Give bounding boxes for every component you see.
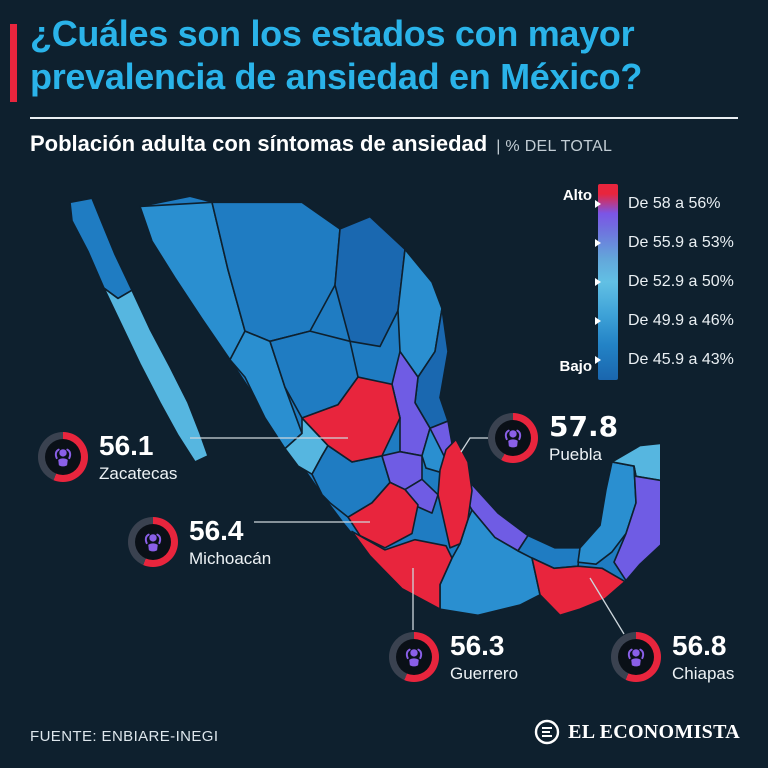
callout-chiapas: 56.8 Chiapas: [611, 632, 734, 684]
legend-ticks: [595, 184, 601, 380]
donut-hole: [396, 639, 432, 675]
map-state-baja-california: [69, 197, 133, 300]
page-title: ¿Cuáles son los estados con mayor preval…: [30, 12, 750, 98]
callout-guerrero: 56.3 Guerrero: [389, 632, 518, 684]
map-state-coahuila: [334, 215, 406, 348]
legend-tick-icon: [595, 356, 601, 365]
map-state-quintana-roo: [613, 465, 660, 582]
callout-state: Zacatecas: [99, 464, 178, 483]
legend-range: De 49.9 a 46%: [628, 312, 734, 330]
source-credit: FUENTE: ENBIARE-INEGI: [30, 728, 219, 745]
map-state-baja-california-sur: [103, 287, 209, 463]
callout-zacatecas: 56.1 Zacatecas: [38, 432, 177, 484]
el-economista-logo-icon: [534, 719, 560, 745]
callout-value: 56.4: [189, 515, 244, 546]
legend-low-label: Bajo: [559, 358, 592, 375]
title-accent-bar: [10, 24, 17, 102]
callout-state: Chiapas: [672, 664, 735, 683]
legend-high-label: Alto: [562, 187, 592, 204]
callout-value: 57.8: [549, 410, 619, 443]
legend-tick-icon: [595, 317, 601, 326]
donut-hole: [495, 420, 531, 456]
legend-tick-icon: [595, 238, 601, 247]
header-divider: [30, 117, 738, 119]
subtitle-text: Población adulta con síntomas de ansieda…: [30, 131, 488, 156]
anxious-person-icon: [54, 448, 72, 467]
map-state-zacatecas: [301, 376, 401, 463]
brand-name: EL ECONOMISTA: [568, 720, 740, 743]
legend-range: De 45.9 a 43%: [628, 351, 734, 369]
title-line1: ¿Cuáles son los estados con mayor: [30, 13, 635, 54]
subtitle-note: | % DEL TOTAL: [496, 138, 613, 155]
legend-tick-icon: [595, 277, 601, 286]
donut-chart-guerrero: [389, 632, 439, 682]
anxious-person-icon: [627, 648, 645, 667]
callout-puebla: 57.8 Puebla: [488, 413, 618, 465]
map-state-puebla: [437, 438, 473, 549]
legend-gradient-bar: [598, 184, 618, 380]
donut-chart-puebla: [488, 413, 538, 463]
donut-chart-chiapas: [611, 632, 661, 682]
donut-hole: [135, 524, 171, 560]
legend-range: De 55.9 a 53%: [628, 233, 734, 251]
color-scale-legend: Alto Bajo De 58 a 56% De 55.9 a 53% De 5…: [552, 184, 758, 380]
map-state-guerrero: [351, 530, 453, 610]
title-line2: prevalencia de ansiedad en México?: [30, 56, 643, 97]
callout-state: Michoacán: [189, 549, 272, 568]
mexico-choropleth-map: [69, 195, 660, 617]
anxious-person-icon: [144, 533, 162, 552]
anxious-person-icon: [405, 648, 423, 667]
anxious-person-icon: [504, 429, 522, 448]
donut-chart-zacatecas: [38, 432, 88, 482]
legend-tick-icon: [595, 199, 601, 208]
map-state-michoacan: [347, 481, 419, 549]
donut-chart-michoacan: [128, 517, 178, 567]
legend-range-labels: De 58 a 56% De 55.9 a 53% De 52.9 a 50% …: [628, 184, 756, 380]
callout-state: Guerrero: [450, 664, 519, 683]
brand-logo: EL ECONOMISTA: [534, 719, 740, 745]
callout-michoacan: 56.4 Michoacán: [128, 517, 271, 569]
callout-state: Puebla: [549, 445, 602, 464]
donut-hole: [618, 639, 654, 675]
donut-hole: [45, 439, 81, 475]
callout-value: 56.3: [450, 630, 505, 661]
legend-range: De 58 a 56%: [628, 194, 721, 212]
callout-value: 56.1: [99, 430, 154, 461]
legend-range: De 52.9 a 50%: [628, 272, 734, 290]
callout-value: 56.8: [672, 630, 727, 661]
chart-subtitle: Población adulta con síntomas de ansieda…: [30, 131, 612, 157]
